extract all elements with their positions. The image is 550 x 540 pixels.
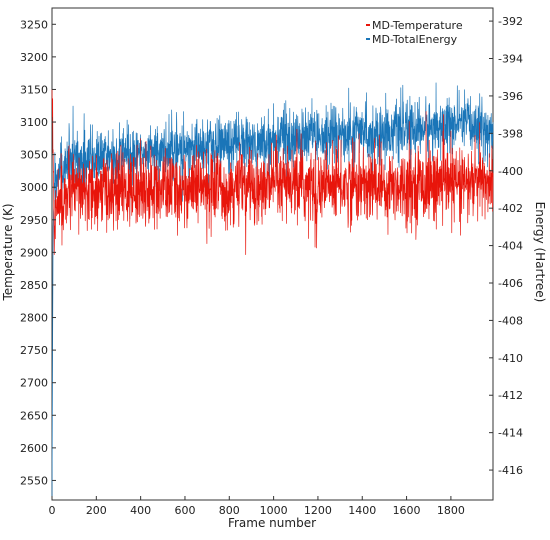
right-tick-label: -392 xyxy=(498,15,523,28)
series-line-total-energy xyxy=(51,82,494,499)
left-tick-label: 2900 xyxy=(20,246,48,259)
legend-label-temperature: MD-Temperature xyxy=(372,19,463,32)
left-tick-label: 3200 xyxy=(20,51,48,64)
right-axis-ticks: -416 -414 -412 -410 -408 -406 -404 -402 -400 -398… xyxy=(489,15,523,477)
plot-frame xyxy=(51,7,494,501)
left-tick-label: 2550 xyxy=(20,474,48,487)
left-tick-label: 2600 xyxy=(20,442,48,455)
x-tick-label: 1800 xyxy=(437,504,465,517)
right-tick-label: -396 xyxy=(498,90,523,103)
legend-background xyxy=(364,16,468,46)
x-tick-label: 0 xyxy=(49,504,56,517)
right-tick-label: -408 xyxy=(498,314,523,327)
right-tick-label: -404 xyxy=(498,240,523,253)
right-axis-title: Energy (Hartree) xyxy=(533,202,547,303)
left-tick-label: 3050 xyxy=(20,149,48,162)
legend: MD-Temperature MD-TotalEnergy xyxy=(364,16,468,46)
left-tick-label: 2850 xyxy=(20,279,48,292)
left-tick-label: 2650 xyxy=(20,409,48,422)
right-tick-label: -412 xyxy=(498,389,523,402)
x-tick-label: 1400 xyxy=(348,504,376,517)
right-tick-label: -416 xyxy=(498,464,523,477)
left-tick-label: 3000 xyxy=(20,181,48,194)
left-tick-label: 2700 xyxy=(20,377,48,390)
left-tick-label: 3150 xyxy=(20,83,48,96)
left-tick-label: 3250 xyxy=(20,18,48,31)
series-traces xyxy=(51,82,494,499)
right-tick-label: -402 xyxy=(498,202,523,215)
x-tick-label: 600 xyxy=(174,504,195,517)
x-tick-label: 1000 xyxy=(260,504,288,517)
x-tick-label: 200 xyxy=(86,504,107,517)
x-tick-label: 800 xyxy=(219,504,240,517)
x-tick-label: 1200 xyxy=(304,504,332,517)
left-tick-label: 2750 xyxy=(20,344,48,357)
x-axis-title: Frame number xyxy=(228,516,316,530)
legend-label-total-energy: MD-TotalEnergy xyxy=(372,33,458,46)
left-axis-ticks: 2550 2600 2650 2700 2750 2800 2850 2900 2950 3000… xyxy=(20,18,56,487)
right-tick-label: -398 xyxy=(498,127,523,140)
x-tick-label: 400 xyxy=(130,504,151,517)
right-tick-label: -414 xyxy=(498,427,523,440)
right-tick-label: -406 xyxy=(498,277,523,290)
x-tick-label: 1600 xyxy=(393,504,421,517)
left-axis-title: Temperature (K) xyxy=(1,203,15,301)
left-tick-label: 2950 xyxy=(20,214,48,227)
right-tick-label: -400 xyxy=(498,165,523,178)
left-tick-label: 3100 xyxy=(20,116,48,129)
left-tick-label: 2800 xyxy=(20,312,48,325)
right-tick-label: -394 xyxy=(498,53,523,66)
series-line-temperature xyxy=(51,89,494,256)
right-tick-label: -410 xyxy=(498,352,523,365)
x-axis-ticks: 0 200 400 600 800 1000 1200 1400 1600 1800 xyxy=(49,496,465,517)
